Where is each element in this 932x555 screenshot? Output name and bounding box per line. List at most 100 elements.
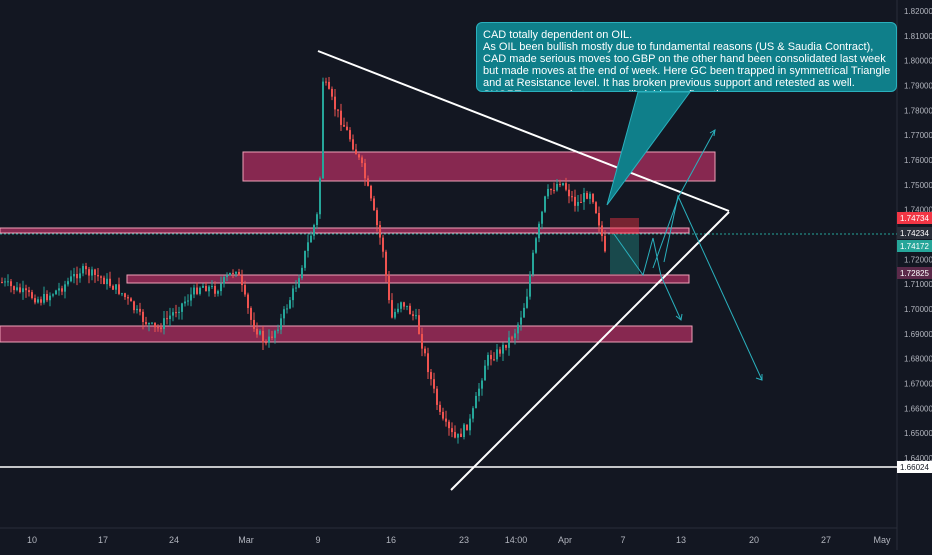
candle <box>406 305 408 311</box>
candle <box>487 352 489 370</box>
price-tick-label: 1.72000 <box>904 255 932 264</box>
analysis-annotation[interactable]: CAD totally dependent on OIL. As OIL bee… <box>476 22 897 92</box>
candle <box>364 158 366 186</box>
candle <box>337 109 339 118</box>
candle <box>346 121 348 131</box>
candle <box>568 183 570 204</box>
support-zone-1728[interactable] <box>126 274 690 284</box>
candle <box>13 285 15 295</box>
short-position-target-zone[interactable] <box>610 234 639 274</box>
candle <box>571 190 573 202</box>
candle <box>334 88 336 117</box>
time-tick-label: 14:00 <box>505 535 528 545</box>
candle <box>217 289 219 297</box>
price-label: 1.74172 <box>897 240 932 252</box>
candle <box>205 281 207 292</box>
candle <box>511 335 513 341</box>
candle <box>100 275 102 285</box>
candle <box>535 236 537 254</box>
candle <box>565 177 567 192</box>
candle <box>136 305 138 314</box>
time-tick-label: 13 <box>676 535 686 545</box>
triangle-lower-trendline[interactable] <box>450 211 730 491</box>
candle <box>436 385 438 410</box>
candle <box>400 301 402 313</box>
candle <box>85 262 87 275</box>
price-label: 1.72825 <box>897 267 932 279</box>
candle <box>586 190 588 200</box>
candle <box>175 304 177 318</box>
candle <box>376 207 378 232</box>
projection-path-2[interactable] <box>652 129 716 269</box>
candle <box>247 292 249 314</box>
candle <box>139 302 141 316</box>
candle <box>43 286 45 305</box>
projection-path-1[interactable] <box>613 233 683 321</box>
candle <box>574 189 576 212</box>
candle <box>343 117 345 127</box>
candle <box>193 284 195 299</box>
candle <box>595 201 597 214</box>
candle <box>58 282 60 296</box>
candle <box>409 303 411 315</box>
candle <box>34 294 36 305</box>
candle <box>259 329 261 336</box>
candle <box>25 284 27 298</box>
candle <box>313 223 315 240</box>
candle <box>550 188 552 195</box>
candle <box>181 302 183 320</box>
time-tick-label: 27 <box>821 535 831 545</box>
candle <box>277 324 279 334</box>
price-tick-label: 1.81000 <box>904 32 932 41</box>
candle <box>64 280 66 299</box>
support-zone-1708[interactable] <box>0 325 693 343</box>
candle <box>505 344 507 351</box>
candle <box>598 206 600 232</box>
candle <box>403 301 405 310</box>
resistance-zone-top[interactable] <box>242 151 716 182</box>
candle <box>178 306 180 320</box>
candle <box>4 277 6 287</box>
triangle-upper-trendline[interactable] <box>317 50 730 212</box>
candle <box>103 275 105 285</box>
price-tick-label: 1.80000 <box>904 57 932 66</box>
candle <box>220 276 222 296</box>
price-tick-label: 1.66000 <box>904 404 932 413</box>
candle <box>361 155 363 168</box>
candle <box>415 308 417 320</box>
candle <box>379 220 381 245</box>
annotation-pointer <box>606 91 691 206</box>
svg-text:1.74172: 1.74172 <box>900 242 929 251</box>
candle <box>10 279 12 293</box>
short-position-stop-zone[interactable] <box>610 218 639 234</box>
candle <box>580 194 582 203</box>
candle <box>97 268 99 282</box>
price-tick-label: 1.67000 <box>904 379 932 388</box>
candle <box>7 274 9 287</box>
candle <box>469 414 471 436</box>
projection-path-3[interactable] <box>663 194 763 381</box>
candle <box>226 272 228 282</box>
candle <box>46 290 48 303</box>
candle <box>286 304 288 314</box>
candle <box>319 176 321 219</box>
candle <box>127 294 129 305</box>
candle <box>208 285 210 297</box>
time-tick-label: 7 <box>620 535 625 545</box>
zone-1742[interactable] <box>0 227 690 234</box>
candle <box>340 103 342 131</box>
candle <box>532 249 534 277</box>
candle <box>19 283 21 294</box>
candle <box>172 308 174 322</box>
price-tick-label: 1.70000 <box>904 305 932 314</box>
candle <box>262 326 264 350</box>
candle <box>82 263 84 277</box>
candle <box>292 285 294 308</box>
time-tick-label: 24 <box>169 535 179 545</box>
price-tick-label: 1.75000 <box>904 181 932 190</box>
candle <box>67 277 69 287</box>
candle <box>310 231 312 243</box>
candle <box>307 234 309 258</box>
price-tick-label: 1.79000 <box>904 81 932 90</box>
